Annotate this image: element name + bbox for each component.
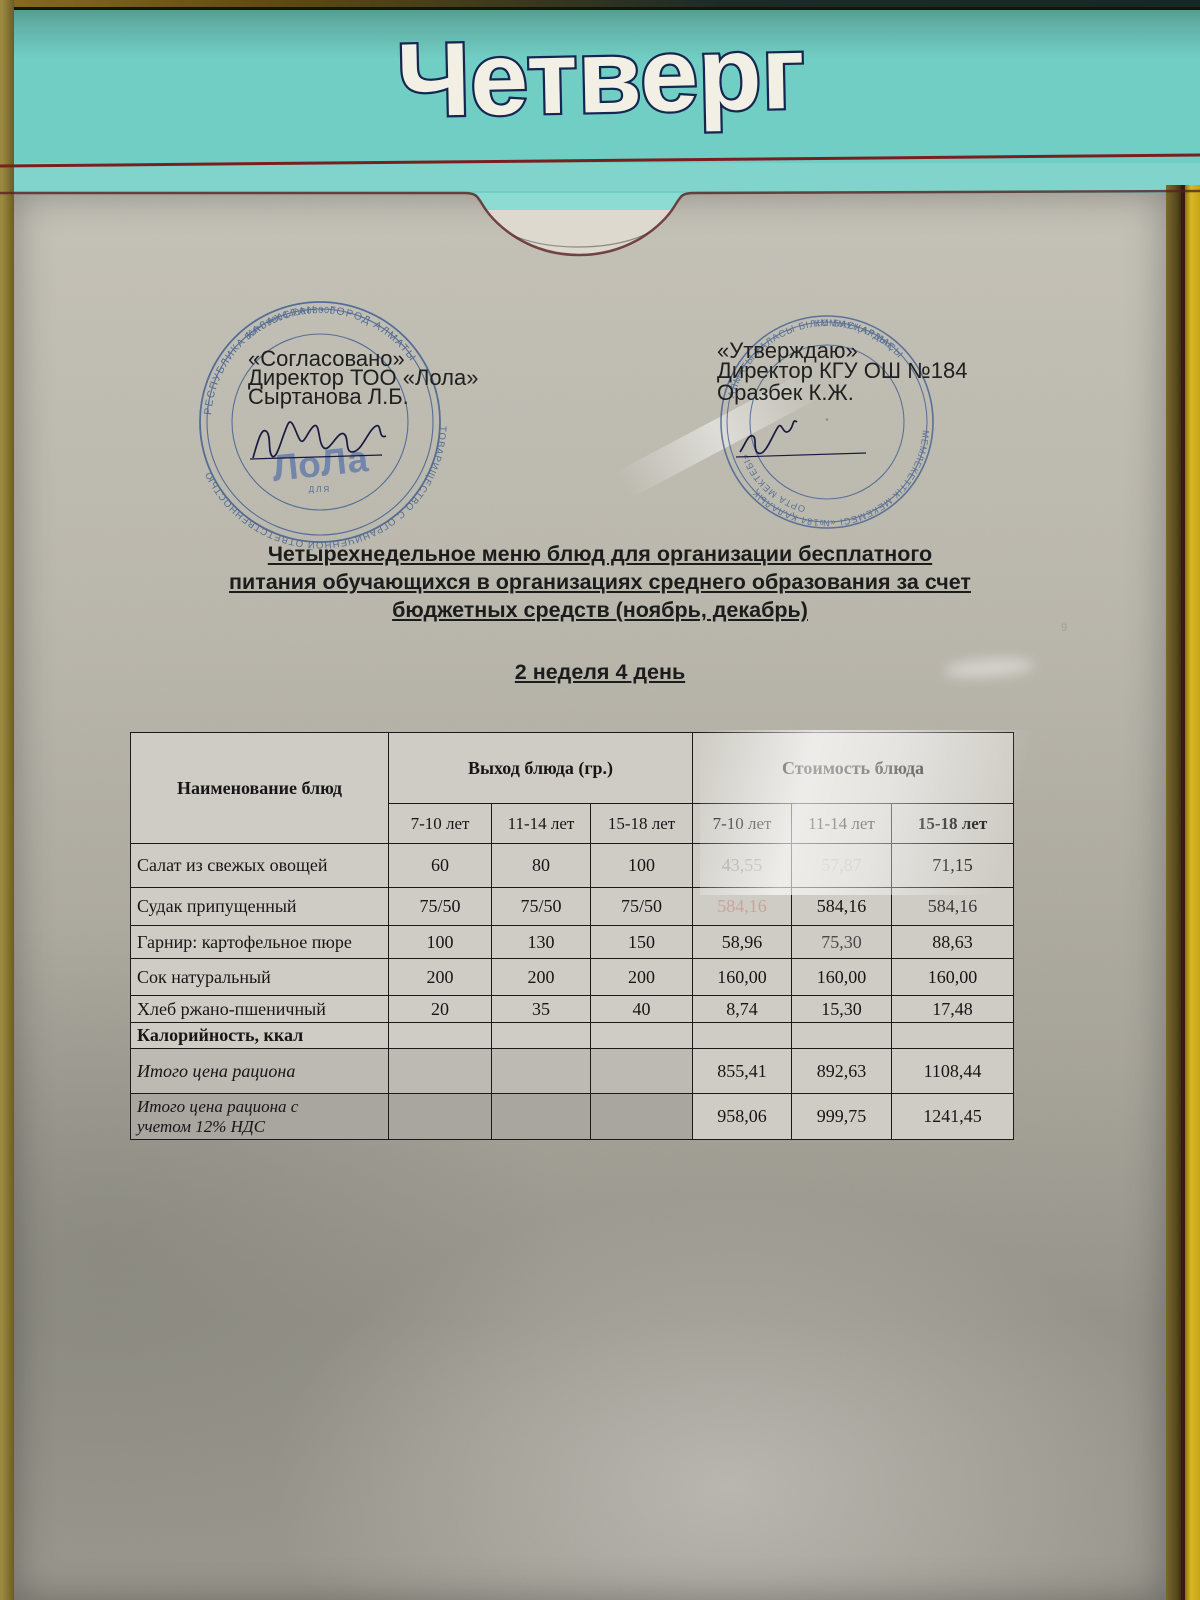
svg-text:МЕМЛЕКЕТТІК МЕКЕМЕСІ «№184 ҚАЛ: МЕМЛЕКЕТТІК МЕКЕМЕСІ «№184 ҚАЛАЛЫҚ — [751, 430, 931, 528]
svg-text:*: * — [825, 417, 828, 426]
svg-text:ДЛЯ: ДЛЯ — [309, 485, 331, 494]
svg-text:ЛоЛа: ЛоЛа — [270, 438, 370, 489]
svg-text:КОММУНАЛДЫҚ: КОММУНАЛДЫҚ — [814, 318, 896, 352]
